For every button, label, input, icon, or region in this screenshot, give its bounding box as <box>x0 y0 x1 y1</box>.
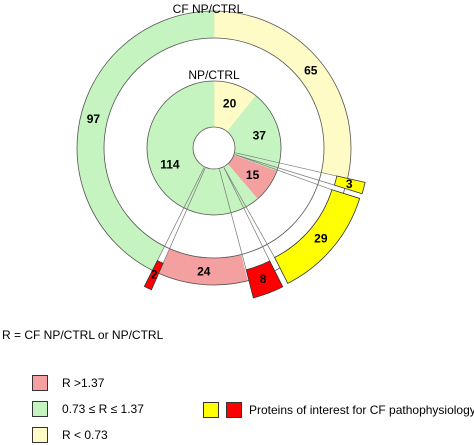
ring-outline-1-inner <box>192 126 236 170</box>
callout-wedges <box>143 175 366 299</box>
ring-outline-0-inner <box>103 37 325 259</box>
outer-slice-label-29: 29 <box>314 231 328 245</box>
outer-slice-label-24: 24 <box>197 265 211 279</box>
outer-slice-8 <box>245 260 284 299</box>
inner-ring <box>146 80 282 216</box>
outer-slice-2 <box>143 260 164 291</box>
legend-swatch-interest-red <box>226 402 242 418</box>
pointer-line-8-1 <box>219 169 247 270</box>
pointer-line-29-0 <box>234 154 333 191</box>
pointer-line-3-0 <box>235 152 337 177</box>
outer-slice-label-3: 3 <box>346 177 353 191</box>
ring-outline-0-outer <box>76 10 352 286</box>
slice-labels: 65 3 29 8 24 2 97 20 37 15 114 <box>87 63 353 286</box>
pointer-line-2-1 <box>157 167 205 261</box>
outer-slice-label-65: 65 <box>304 63 318 77</box>
outer-slice-29 <box>274 189 361 284</box>
pointer-line-2-0 <box>162 168 206 264</box>
ratio-definition: R = CF NP/CTRL or NP/CTRL <box>2 328 164 342</box>
ring-outline-1-outer <box>146 80 282 216</box>
pointer-line-29-1 <box>223 167 275 258</box>
pointer-line-3-1 <box>234 154 335 186</box>
outer-ring <box>76 10 352 286</box>
outer-slice-3 <box>333 175 366 195</box>
legend-swatch-mid <box>32 401 48 417</box>
legend-swatch-high <box>32 375 48 391</box>
outer-slice-label-97: 97 <box>87 112 101 126</box>
inner-slice-label-37: 37 <box>253 128 267 142</box>
inner-slice-label-20: 20 <box>223 97 237 111</box>
pointer-lines <box>157 152 337 270</box>
legend-label-high: R >1.37 <box>62 376 105 390</box>
legend-swatch-interest-yellow <box>203 402 219 418</box>
inner-ring-title: NP/CTRL <box>188 68 240 82</box>
legend-label-interest: Proteins of interest for CF pathophysiol… <box>249 403 474 417</box>
legend-swatch-low <box>32 427 48 443</box>
inner-slice-label-15: 15 <box>246 168 260 182</box>
pointer-line-8-0 <box>223 167 270 262</box>
outer-slice-label-2: 2 <box>151 268 158 282</box>
outer-slice-label-8: 8 <box>260 272 267 286</box>
legend-label-mid: 0.73 ≤ R ≤ 1.37 <box>62 402 144 416</box>
legend-label-low: R < 0.73 <box>62 428 108 442</box>
outer-ring-title: CF NP/CTRL <box>173 2 244 16</box>
inner-slice-label-114: 114 <box>160 157 180 171</box>
